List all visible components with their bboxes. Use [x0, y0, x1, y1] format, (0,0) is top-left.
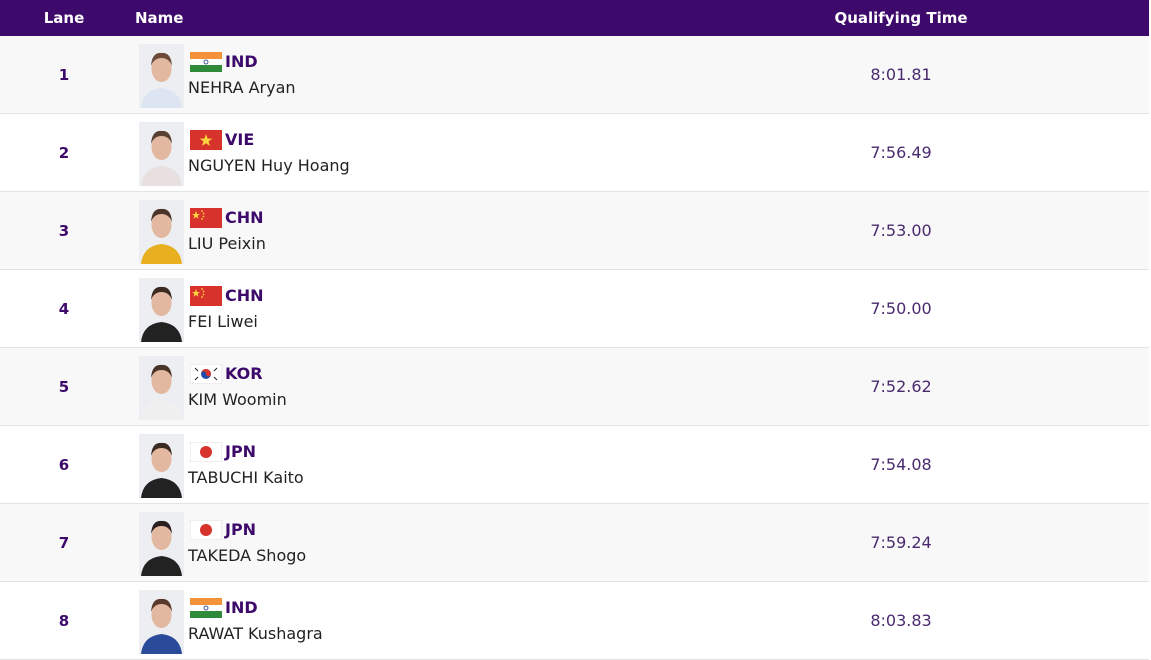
athlete-photo: [139, 122, 184, 186]
table-row: 4 CHN FEI Liwei 7:50.00: [0, 270, 1149, 348]
table-row: 7 JPN TAKEDA Shogo 7:59.24: [0, 504, 1149, 582]
lane: 5: [58, 378, 70, 396]
country-code: KOR: [225, 364, 263, 383]
table-row: 3 CHN LIU Peixin 7:53.00: [0, 192, 1149, 270]
country-flag: [190, 442, 222, 462]
table-header: Lane Name Qualifying Time: [0, 0, 1149, 36]
athlete-name: KIM Woomin: [188, 390, 287, 409]
athlete-name: LIU Peixin: [188, 234, 266, 253]
lane: 8: [58, 612, 70, 630]
qualifying-time: 8:03.83: [870, 611, 932, 630]
lane: 4: [58, 300, 70, 318]
country-code: JPN: [225, 520, 257, 539]
athlete-photo: [139, 590, 184, 654]
athlete-photo: [139, 200, 184, 264]
country-flag: [190, 598, 222, 618]
country-code: VIE: [225, 130, 255, 149]
athlete-name: TAKEDA Shogo: [188, 546, 307, 565]
country-code: CHN: [225, 208, 264, 227]
country-flag: [190, 130, 222, 150]
qualifying-time: 7:56.49: [870, 143, 932, 162]
header-cell: Name: [135, 9, 184, 27]
athlete-photo: [139, 356, 184, 420]
table-row: 8 IND RAWAT Kushagra 8:03.83: [0, 582, 1149, 660]
athlete-name: RAWAT Kushagra: [188, 624, 323, 643]
qualifying-time: 7:54.08: [870, 455, 932, 474]
lane: 1: [58, 66, 70, 84]
country-flag: [190, 52, 222, 72]
header-cell: Lane: [43, 9, 85, 27]
country-code: IND: [225, 598, 258, 617]
qualifying-time: 7:50.00: [870, 299, 932, 318]
lane: 2: [58, 144, 70, 162]
lane: 3: [58, 222, 70, 240]
athlete-name: NEHRA Aryan: [188, 78, 296, 97]
country-flag: [190, 286, 222, 306]
country-code: JPN: [225, 442, 257, 461]
athlete-photo: [139, 434, 184, 498]
lane: 6: [58, 456, 70, 474]
athlete-name: NGUYEN Huy Hoang: [188, 156, 350, 175]
country-flag: [190, 208, 222, 228]
country-code: IND: [225, 52, 258, 71]
header-cell: Qualifying Time: [834, 9, 968, 27]
table-row: 2 VIE NGUYEN Huy Hoang 7:56.49: [0, 114, 1149, 192]
athlete-photo: [139, 44, 184, 108]
athlete-name: FEI Liwei: [188, 312, 258, 331]
country-flag: [190, 520, 222, 540]
lane: 7: [58, 534, 70, 552]
athlete-photo: [139, 512, 184, 576]
table-row: 6 JPN TABUCHI Kaito 7:54.08: [0, 426, 1149, 504]
qualifying-time: 7:59.24: [870, 533, 932, 552]
table-row: 5 KOR KIM Woomin 7:52.62: [0, 348, 1149, 426]
athlete-photo: [139, 278, 184, 342]
country-flag: [190, 364, 222, 384]
table-row: 1 IND NEHRA Aryan 8:01.81: [0, 36, 1149, 114]
athlete-name: TABUCHI Kaito: [188, 468, 304, 487]
country-code: CHN: [225, 286, 264, 305]
qualifying-time: 8:01.81: [870, 65, 932, 84]
qualifying-time: 7:52.62: [870, 377, 932, 396]
qualifying-time: 7:53.00: [870, 221, 932, 240]
